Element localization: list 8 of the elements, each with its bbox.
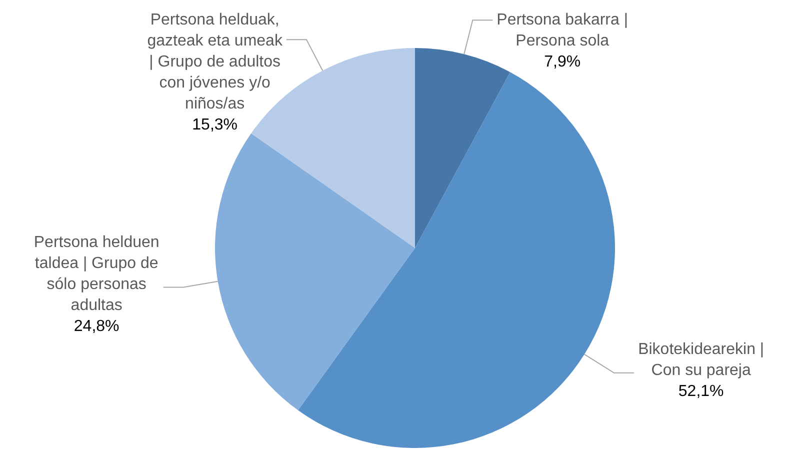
slice-label: Bikotekidearekin | Con su pareja bbox=[638, 340, 764, 379]
slice-label: Pertsona helduak, gazteak eta umeak | Grupo de adultos con jóvenes y/o niños/as bbox=[147, 11, 284, 112]
slice-label: Pertsona helduen taldea | Grupo de sólo personas adultas bbox=[34, 234, 160, 314]
data-label: 52,1% bbox=[678, 382, 724, 400]
data-label: 7,9% bbox=[544, 53, 581, 70]
data-label: 15,3% bbox=[192, 116, 238, 134]
data-label: 24,8% bbox=[74, 318, 120, 336]
slice-label: Pertsona bakarra | Persona sola bbox=[496, 11, 628, 50]
